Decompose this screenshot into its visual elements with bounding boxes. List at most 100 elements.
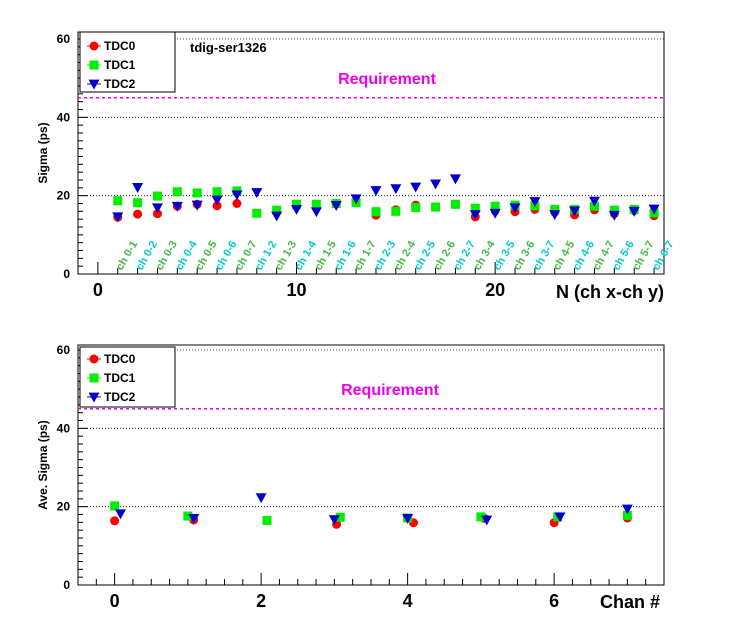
data-point-tdc2 [255,493,267,504]
data-point-tdc2 [489,208,501,219]
legend-marker-tdc2 [88,79,100,90]
bottom-legend-tdc0: TDC0 [104,352,136,366]
legend-marker-tdc1 [89,60,99,70]
top-legend-tdc2: TDC2 [104,77,136,91]
data-point-tdc1 [262,515,272,525]
x-tick-label: 10 [286,280,306,300]
data-point-tdc1 [335,512,345,522]
data-point-tdc1 [470,203,480,213]
data-point-tdc2 [370,186,382,197]
y-tick-label: 20 [57,189,71,203]
data-point-tdc2 [509,203,521,214]
top-x-axis-title: N (ch x-ch y) [556,282,664,302]
data-point-tdc2 [328,515,340,526]
data-point-tdc0 [152,209,162,219]
top-y-axis-title: Sigma (ps) [36,122,50,183]
data-point-tdc2 [410,182,422,193]
data-point-tdc1 [490,201,500,211]
data-point-tdc1 [212,187,222,197]
data-point-tdc2 [628,206,640,217]
data-point-tdc1 [113,196,123,206]
data-point-tdc2 [112,212,124,223]
data-point-tdc1 [622,510,632,520]
legend-marker-tdc0 [89,354,99,364]
bottom-legend: TDC0 TDC1 TDC2 [79,346,176,408]
data-point-tdc1 [110,501,120,511]
data-point-tdc2 [621,504,633,515]
data-point-tdc2 [648,204,660,215]
data-point-tdc0 [110,516,120,526]
data-point-tdc2 [330,201,342,211]
data-point-tdc1 [311,199,321,209]
bottom-legend-tdc2: TDC2 [104,390,136,404]
data-point-tdc2 [231,190,243,201]
top-axes: 0 20 40 60 0 10 20 [57,32,655,300]
data-point-tdc2 [554,512,566,523]
data-point-tdc2 [469,210,481,220]
data-point-tdc1 [192,188,202,198]
legend-marker-tdc2 [88,392,100,403]
data-point-tdc2 [569,206,581,217]
data-point-tdc2 [271,211,283,222]
top-legend-tdc0: TDC0 [104,39,136,53]
data-point-tdc2 [132,183,144,193]
data-point-tdc1 [152,191,162,201]
top-data-points [112,174,660,223]
data-point-tdc2 [291,204,303,215]
x-tick-label: 2 [256,591,266,611]
x-tick-label: 6 [549,591,559,611]
data-point-tdc2 [588,196,600,207]
legend-marker-tdc0 [89,41,99,51]
data-point-tdc1 [550,204,560,214]
data-point-tdc2 [608,210,620,221]
y-tick-label: 40 [57,421,71,435]
data-point-tdc2 [402,514,414,524]
data-point-tdc1 [431,202,441,212]
legend-marker-tdc1 [89,373,99,383]
data-point-tdc1 [172,187,182,197]
data-point-tdc2 [390,184,402,195]
data-point-tdc1 [133,198,143,208]
x-tick-label: 0 [110,591,120,611]
data-point-tdc2 [310,207,322,218]
y-tick-label: 60 [57,32,71,46]
data-point-tdc2 [529,197,541,208]
data-point-tdc2 [151,203,163,214]
data-point-tdc1 [391,206,401,216]
top-legend: TDC0 TDC1 TDC2 [79,31,176,93]
data-point-tdc1 [183,511,193,521]
bottom-data-points [110,493,633,529]
data-point-tdc2 [549,210,561,220]
data-point-tdc0 [133,209,143,219]
data-point-tdc2 [350,194,362,205]
data-point-tdc1 [292,199,302,209]
bottom-requirement-label: Requirement [341,382,439,399]
data-point-tdc2 [430,179,442,190]
data-point-tdc2 [481,515,493,526]
top-legend-tdc1: TDC1 [104,58,136,72]
data-point-tdc2 [211,195,223,206]
data-point-tdc1 [609,205,619,215]
y-tick-label: 20 [57,500,71,514]
y-tick-label: 0 [63,267,70,281]
y-tick-label: 60 [57,343,71,357]
data-point-tdc1 [411,202,421,212]
data-point-tdc0 [232,199,242,208]
y-tick-label: 0 [63,578,70,592]
top-plot-frame [77,31,665,275]
x-tick-label: 0 [93,280,103,300]
x-tick-label: 20 [485,280,505,300]
x-tick-label: 4 [403,591,413,611]
y-tick-label: 40 [57,110,71,124]
data-point-tdc2 [114,509,126,520]
data-point-tdc1 [371,207,381,217]
bottom-y-axis-title: Ave. Sigma (ps) [36,420,50,510]
data-point-tdc0 [212,201,222,211]
bottom-legend-tdc1: TDC1 [104,371,136,385]
data-point-tdc2 [449,174,461,185]
data-point-tdc1 [252,208,262,218]
data-point-tdc1 [476,512,486,522]
